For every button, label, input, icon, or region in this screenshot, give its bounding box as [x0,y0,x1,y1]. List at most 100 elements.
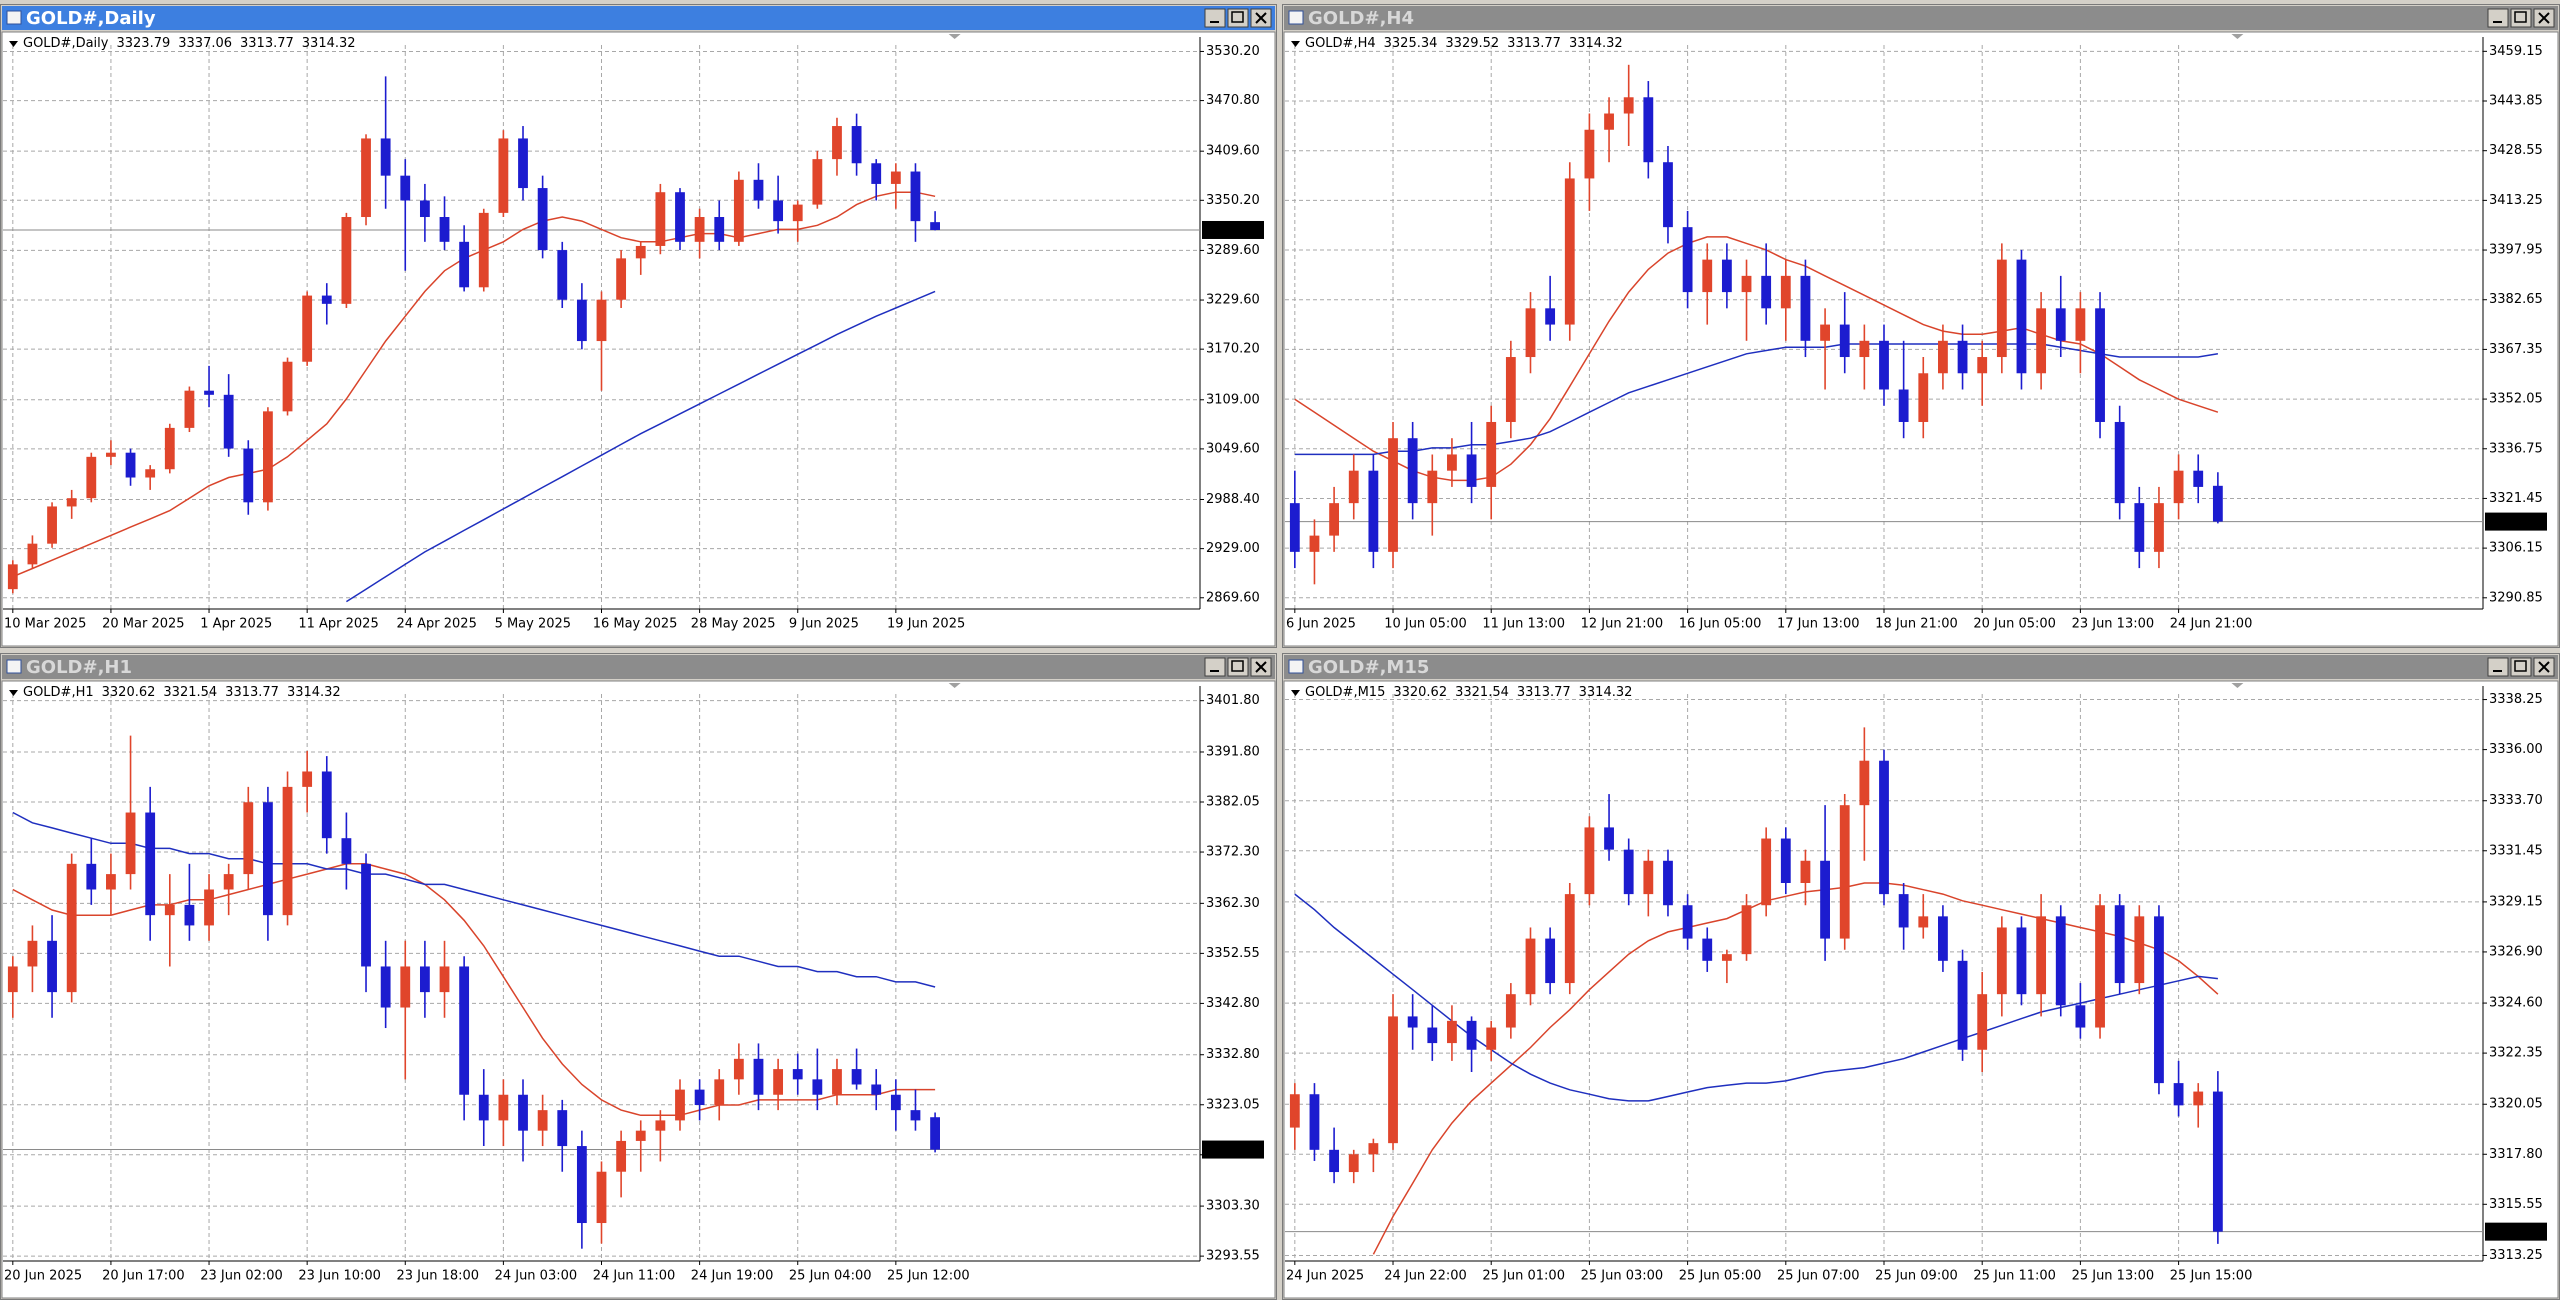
info-arrow [1291,690,1300,696]
info-price: 3314.32 [302,36,356,51]
candle-body [1329,503,1340,536]
candle-body [164,427,175,470]
candle-body [596,1171,607,1224]
moving-average [1372,882,2219,1255]
info-price: 3320.62 [1393,685,1447,700]
info-price: 3313.77 [240,36,294,51]
y-tick-label: 3109.00 [1206,392,1260,407]
x-tick-label: 20 Jun 05:00 [1973,617,2056,632]
candle-body [2095,308,2105,422]
y-tick-label: 3367.35 [2489,342,2543,357]
candle-body [2016,927,2027,995]
candle-body [1525,938,1536,995]
x-tick-label: 23 Jun 10:00 [298,1269,381,1284]
candle-body [753,179,764,201]
candle-body [1505,994,1516,1028]
candle-body [616,258,627,300]
candle-body [86,863,97,890]
y-tick-label: 3391.80 [1206,744,1260,759]
y-tick-label: 3313.25 [2489,1248,2543,1263]
y-tick-label: 3352.55 [1206,946,1260,961]
candle-body [223,874,234,890]
candle-body [2212,485,2223,522]
candle-body [890,1094,901,1111]
candle-body [1938,340,1948,374]
button-glyph [1231,11,1244,23]
candle-body [1604,113,1614,130]
candle-body [282,786,293,916]
candle-body [2095,905,2105,1028]
x-tick-label: 20 Mar 2025 [102,617,184,632]
candle-body [380,966,391,1008]
button-glyph [1231,660,1244,672]
candle-body [27,940,38,967]
y-tick-label: 2988.40 [1206,492,1260,507]
chart-window[interactable]: GOLD#,H1 3401.80 3391.80 3382.05 3372.30 3362… [0,653,1277,1300]
minimize-button[interactable] [2487,657,2509,677]
candle-body [243,448,254,503]
window-title: GOLD#,Daily [26,8,156,29]
candle-body [930,222,940,230]
candle-body [321,295,332,304]
candle-body [2193,1091,2204,1106]
candle-body [1466,1020,1477,1050]
x-tick-label: 16 May 2025 [593,617,678,632]
info-price: 3313.77 [1517,685,1571,700]
scroll-marker [2231,683,2244,688]
info-price: 3325.34 [1384,36,1438,51]
plot [3,735,1200,1249]
chart-window[interactable]: GOLD#,H4 3459.15 3443.85 3428.55 3413.25 3397… [1282,4,2560,648]
candle-body [1721,259,1732,293]
candle-body [263,411,273,503]
last-price-box [1202,1140,1264,1159]
candle-body [125,812,136,875]
candle-body [1702,259,1713,293]
y-tick-label: 3336.00 [2489,742,2543,757]
info-arrow [9,690,18,696]
x-tick-label: 24 Jun 22:00 [1384,1269,1467,1284]
candle-body [184,390,195,428]
candle-body [1938,916,1948,961]
chart-window[interactable]: GOLD#,Daily 3530.20 3470.80 3409.60 3350.20 3… [0,4,1277,648]
x-tick-label: 23 Jun 13:00 [2072,617,2155,632]
x-tick-label: 24 Jun 03:00 [495,1269,578,1284]
button-glyph [2538,661,2550,673]
candle-body [930,1117,940,1150]
chart-window[interactable]: GOLD#,M15 3338.25 3336.00 3333.70 3331.45 332… [1282,653,2560,1300]
candle-body [2036,308,2047,374]
candle-body [773,200,784,222]
candle-body [733,179,744,242]
candle-body [1800,275,1811,341]
candle-body [675,1089,685,1121]
y-tick-label: 3322.35 [2489,1046,2543,1061]
y-tick-label: 3342.80 [1206,996,1260,1011]
candle-body [714,1079,725,1106]
minimize-button[interactable] [2487,8,2509,28]
candle-body [694,217,705,242]
candle-body [537,1110,548,1131]
x-tick-label: 20 Jun 2025 [4,1269,82,1284]
last-price-label: 3314.32 [1205,1142,1259,1157]
y-tick-label: 3290.85 [2489,590,2543,605]
y-tick-label: 3303.30 [1206,1199,1260,1214]
candle-body [302,295,313,362]
x-tick-label: 19 Jun 2025 [887,617,965,632]
candle-body [2075,1005,2086,1028]
last-price-label: 3314.32 [2488,514,2542,529]
candle-body [655,1120,666,1131]
x-tick-label: 25 Jun 11:00 [1973,1269,2056,1284]
candle-body [1604,827,1614,850]
info-symbol: GOLD#,M15 [1305,685,1385,700]
candle-body [2193,470,2204,487]
x-tick-label: 10 Jun 05:00 [1384,617,1467,632]
candle-body [616,1140,627,1172]
scroll-marker [2231,34,2244,39]
chart-area [1283,680,2559,1299]
minimize-button[interactable] [1204,657,1226,677]
moving-average [12,811,936,988]
candle-body [694,1089,705,1106]
y-tick-label: 3170.20 [1206,342,1260,357]
minimize-button[interactable] [1204,8,1226,28]
